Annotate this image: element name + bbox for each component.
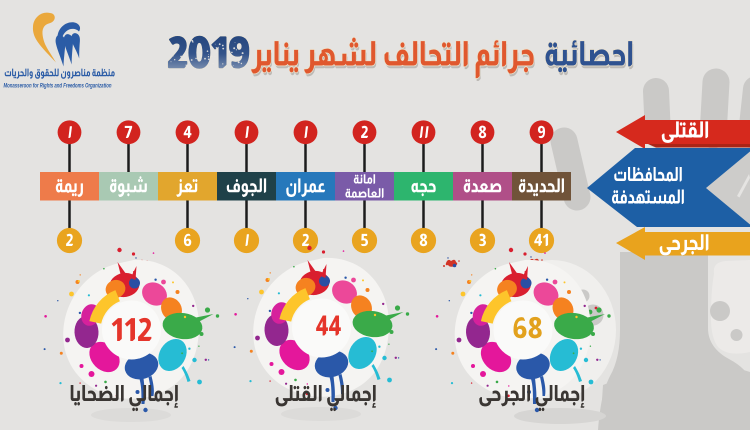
svg-text:Monasseroon for Rights and Fre: Monasseroon for Rights and Freedoms Orga…: [4, 83, 112, 90]
